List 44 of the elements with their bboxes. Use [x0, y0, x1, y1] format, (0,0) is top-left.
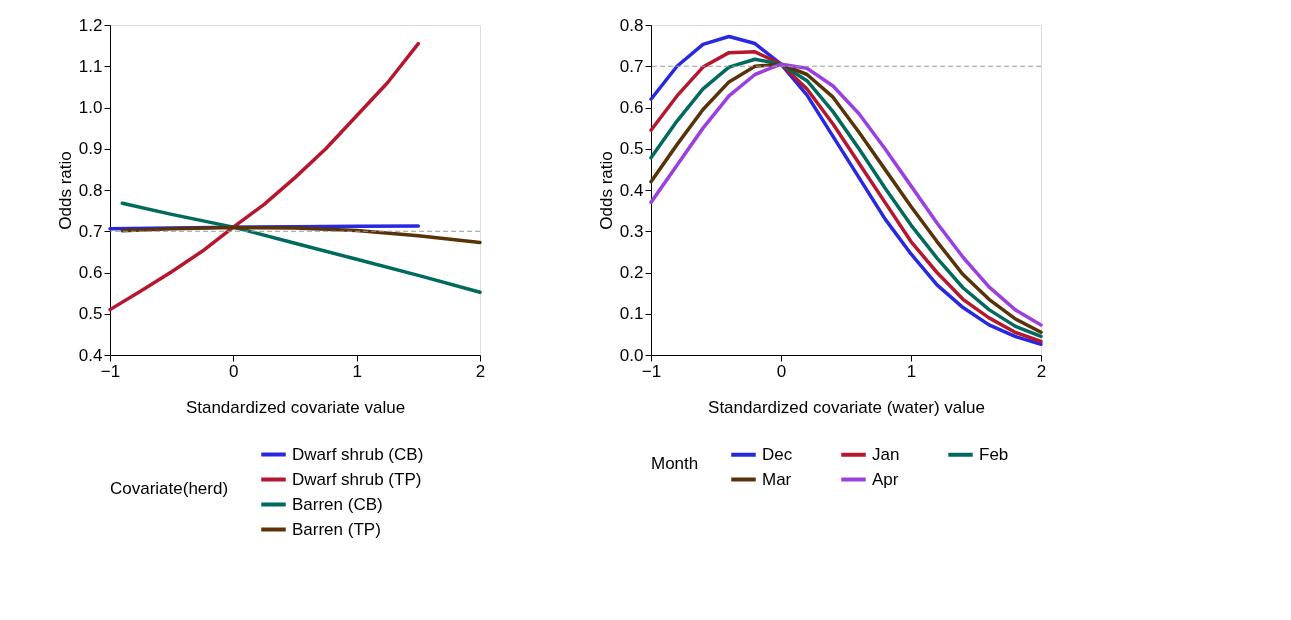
y-axis-title: Odds ratio: [596, 151, 616, 230]
y-tick-label: 0.5: [78, 304, 103, 324]
y-tick-label: 0.4: [619, 180, 644, 200]
x-tick-label: 0: [776, 361, 787, 381]
legend-label: Mar: [762, 469, 792, 489]
line-series: [120, 201, 482, 295]
y-tick-label: 0.3: [619, 221, 644, 241]
legend-label: Apr: [872, 469, 899, 489]
y-tick-label: 0.7: [78, 221, 103, 241]
legend-label: Dec: [762, 444, 793, 464]
y-tick-label: 0.8: [78, 180, 103, 200]
legend-label: Dwarf shrub (TP): [292, 469, 422, 489]
y-tick-label: 1.2: [78, 15, 103, 35]
x-tick-label: 1: [906, 361, 917, 381]
legend-label: Barren (CB): [292, 494, 383, 514]
y-tick-label: 0.7: [619, 56, 644, 76]
x-tick-label: 2: [475, 361, 486, 381]
line-series: [108, 41, 421, 312]
y-tick-label: 0.8: [619, 15, 644, 35]
x-tick-label: 0: [229, 361, 239, 381]
y-tick-label: 1.0: [78, 98, 103, 117]
y-tick-label: 0.0: [619, 345, 644, 365]
legend-label: Jan: [872, 444, 900, 464]
x-tick-label: 1: [352, 361, 362, 381]
x-tick-label: −1: [641, 361, 662, 381]
y-tick-label: 0.6: [78, 263, 103, 282]
legend-label: Dwarf shrub (CB): [292, 444, 424, 464]
x-tick-label: −1: [100, 361, 121, 381]
legend-label: Feb: [979, 444, 1009, 464]
x-axis-title: Standardized covariate (water) value: [708, 397, 985, 417]
y-tick-label: 1.1: [78, 56, 103, 76]
y-tick-label: 0.6: [619, 98, 644, 117]
legend-title: Covariate(herd): [110, 479, 229, 498]
x-axis-title: Standardized covariate value: [185, 397, 406, 417]
y-axis-title: Odds ratio: [55, 151, 75, 230]
y-tick-label: 0.1: [619, 304, 644, 324]
legend-title: Month: [651, 454, 699, 473]
line-series: [120, 225, 482, 245]
y-tick-label: 0.2: [619, 263, 644, 282]
y-tick-label: 0.4: [78, 345, 103, 365]
legend-label: Barren (TP): [292, 519, 381, 539]
y-tick-label: 0.5: [619, 139, 644, 159]
y-tick-label: 0.9: [78, 139, 103, 159]
x-tick-label: 2: [1036, 361, 1047, 381]
